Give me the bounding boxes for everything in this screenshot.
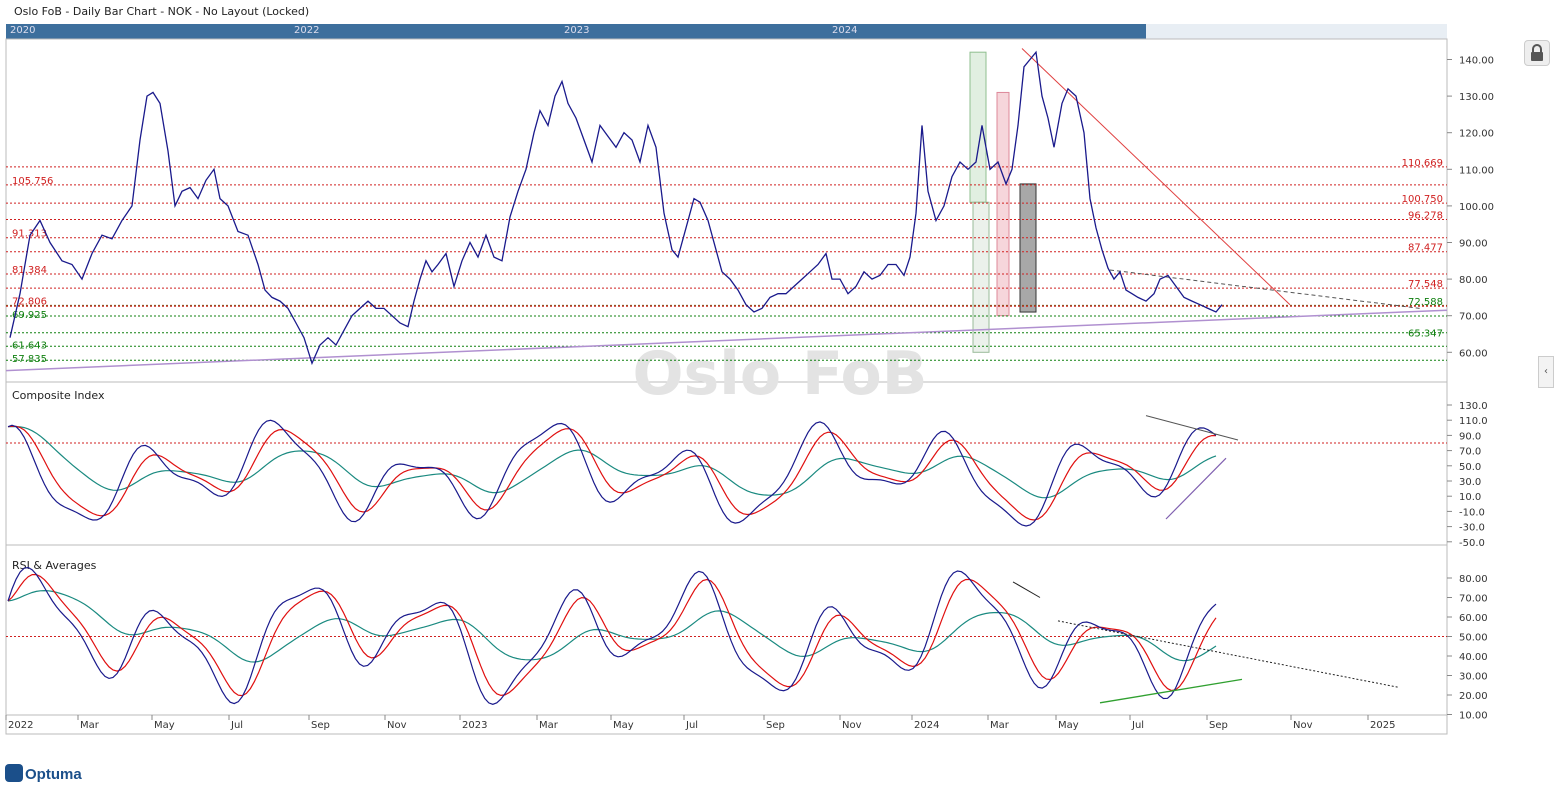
overview-year-label: 2022 <box>294 25 320 36</box>
date-axis-label: Nov <box>842 720 862 731</box>
lock-icon[interactable] <box>1524 40 1550 66</box>
composite-trendline <box>1165 457 1227 520</box>
date-axis-label: 2025 <box>1370 720 1395 731</box>
date-axis-label: Jul <box>230 720 243 731</box>
date-axis-label: Sep <box>766 720 785 731</box>
price-axis-label: 80.00 <box>1459 275 1488 286</box>
rsi-axis-label: 40.00 <box>1459 652 1488 663</box>
resistance-level-label: 87.477 <box>1408 243 1443 254</box>
overview-year-label: 2023 <box>564 25 590 36</box>
composite-axis-label: 110.0 <box>1459 416 1488 427</box>
support-level-label: 69.925 <box>12 310 47 321</box>
price-panel-frame <box>5 38 1448 383</box>
date-axis-label: Jul <box>1131 720 1144 731</box>
annotation-box <box>1019 183 1037 313</box>
price-axis-label: 110.00 <box>1459 165 1494 176</box>
date-axis-label: 2023 <box>462 720 487 731</box>
date-axis-label: Sep <box>311 720 330 731</box>
date-axis-label: Mar <box>80 720 100 731</box>
date-axis-label: 2024 <box>914 720 939 731</box>
price-axis-label: 90.00 <box>1459 239 1488 250</box>
composite-axis-label: 90.0 <box>1459 431 1481 442</box>
overview-future-area <box>1146 24 1447 39</box>
price-axis-label: 70.00 <box>1459 312 1488 323</box>
resistance-level-label: 91.313 <box>12 229 47 240</box>
window-title: Oslo FoB - Daily Bar Chart - NOK - No La… <box>14 5 310 18</box>
collapse-panel-chevron-icon[interactable]: ‹ <box>1538 356 1554 388</box>
support-level-label: 57.835 <box>12 354 47 365</box>
resistance-level-label: 96.278 <box>1408 211 1443 222</box>
watermark-text: Oslo FoB <box>633 339 928 409</box>
rsi-trendline <box>1057 620 1399 688</box>
composite-axis-label: -30.0 <box>1459 523 1485 534</box>
price-axis-label: 120.00 <box>1459 129 1494 140</box>
optuma-logo-icon <box>5 764 23 782</box>
date-axis-label: Sep <box>1209 720 1228 731</box>
resistance-level-label: 100.750 <box>1402 194 1443 205</box>
composite-trendline <box>1145 415 1239 441</box>
down-trendline <box>1021 48 1291 306</box>
composite-axis-label: -10.0 <box>1459 507 1485 518</box>
optuma-logo: Optuma <box>5 764 82 783</box>
long-term-trendline <box>5 309 1448 372</box>
date-axis-label: May <box>613 720 634 731</box>
date-axis-label: 2022 <box>8 720 33 731</box>
logo-text: Optuma <box>25 766 82 783</box>
annotation-box <box>996 91 1010 317</box>
composite-axis-label: 30.0 <box>1459 477 1481 488</box>
composite-axis-label: 70.0 <box>1459 447 1481 458</box>
resistance-level-label: 72.806 <box>12 296 47 307</box>
annotation-box <box>972 201 990 353</box>
rsi-panel-title: RSI & Averages <box>12 559 97 572</box>
rsi-axis-label: 80.00 <box>1459 574 1488 585</box>
resistance-level-label: 105.756 <box>12 176 53 187</box>
composite-axis-label: 50.0 <box>1459 462 1481 473</box>
composite-slow-average <box>7 426 1217 499</box>
rsi-axis-label: 60.00 <box>1459 613 1488 624</box>
rsi-axis-label: 10.00 <box>1459 711 1488 722</box>
composite-index-line <box>7 419 1217 527</box>
rsi-axis-label: 20.00 <box>1459 691 1488 702</box>
rsi-fast-average <box>7 573 1217 697</box>
rsi-support-trendline <box>1099 678 1243 704</box>
rsi-axis-label: 70.00 <box>1459 594 1488 605</box>
date-axis-label: Nov <box>387 720 407 731</box>
composite-panel-title: Composite Index <box>12 389 105 402</box>
price-axis-label: 130.00 <box>1459 92 1494 103</box>
resistance-level-label: 81.384 <box>12 265 47 276</box>
price-axis-label: 140.00 <box>1459 56 1494 67</box>
support-level-label: 65.347 <box>1408 329 1443 340</box>
resistance-level-label: 77.548 <box>1408 279 1443 290</box>
annotation-box <box>969 51 987 203</box>
price-axis-label: 60.00 <box>1459 348 1488 359</box>
date-axis-label: May <box>154 720 175 731</box>
rsi-trendline <box>1012 581 1041 598</box>
support-level-label: 61.643 <box>12 340 47 351</box>
composite-axis-label: 10.0 <box>1459 492 1481 503</box>
composite-fast-average <box>7 425 1216 521</box>
rsi-axis-label: 50.00 <box>1459 633 1488 644</box>
price-axis-label: 100.00 <box>1459 202 1494 213</box>
composite-axis-label: -50.0 <box>1459 538 1485 549</box>
dashed-trendline <box>1109 269 1421 309</box>
overview-navigator[interactable]: 2020 2022 2023 2024 <box>6 24 1146 39</box>
date-axis-label: Mar <box>990 720 1010 731</box>
date-axis-label: May <box>1058 720 1079 731</box>
resistance-level-label: 72.588 <box>1408 297 1443 308</box>
resistance-level-label: 110.669 <box>1402 158 1443 169</box>
overview-year-label: 2020 <box>10 25 36 36</box>
date-axis-label: Mar <box>539 720 559 731</box>
rsi-axis-label: 30.00 <box>1459 672 1488 683</box>
rsi-slow-average <box>7 589 1217 663</box>
date-axis-label: Jul <box>685 720 698 731</box>
date-axis-label: Nov <box>1293 720 1313 731</box>
composite-axis-label: 130.0 <box>1459 401 1488 412</box>
rsi-line <box>7 566 1217 705</box>
price-series-line <box>9 50 1223 366</box>
overview-year-label: 2024 <box>832 25 858 36</box>
date-axis-frame <box>5 714 1448 735</box>
